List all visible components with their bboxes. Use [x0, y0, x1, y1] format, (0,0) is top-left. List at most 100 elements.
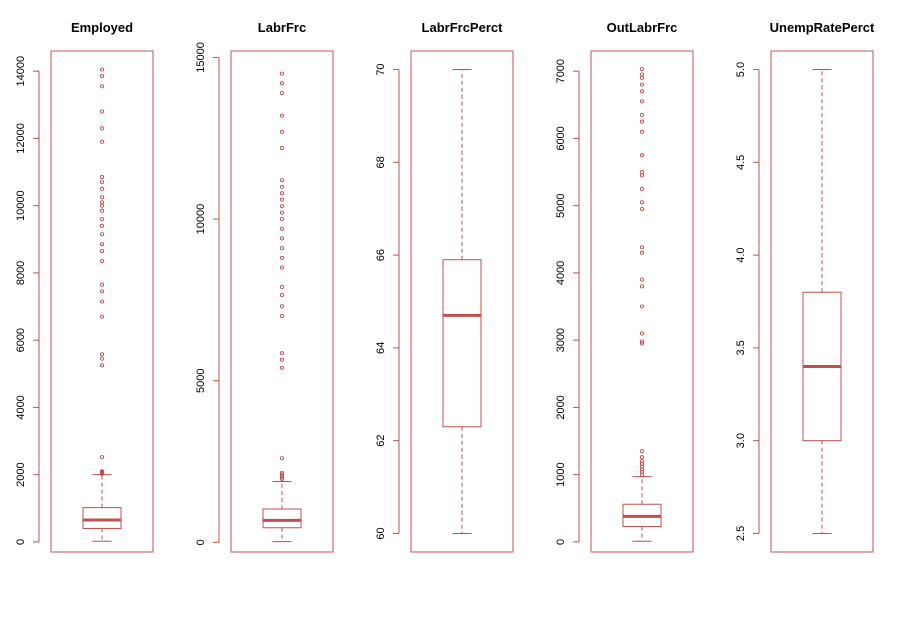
- outlier-point: [99, 208, 105, 213]
- outlier-point: [639, 467, 645, 472]
- outlier-point: [279, 470, 285, 475]
- outlier-point: [99, 352, 105, 357]
- outlier-point: [639, 472, 645, 477]
- y-tick-label: 4.5: [735, 155, 747, 170]
- y-tick-label: 7000: [555, 59, 567, 83]
- outlier-point: [99, 363, 105, 368]
- outlier-point: [279, 357, 285, 362]
- outlier-point: [99, 203, 105, 208]
- outlier-point: [639, 464, 645, 469]
- outlier-point: [99, 242, 105, 247]
- y-tick-label: 2.5: [735, 526, 747, 541]
- outlier-point: [99, 455, 105, 460]
- boxplot-panel-0: Employed 0 2000 4000 6000 8000 10000 12000 14000: [15, 20, 154, 553]
- panel-title: UnempRatePerct: [770, 20, 875, 35]
- outlier-point: [639, 304, 645, 309]
- outlier-point: [279, 204, 285, 209]
- iqr-box: [442, 259, 482, 428]
- outlier-point: [639, 173, 645, 178]
- outlier-point: [639, 82, 645, 87]
- y-tick-label: 68: [375, 156, 387, 168]
- y-tick-label: 1000: [555, 462, 567, 486]
- outlier-point: [279, 304, 285, 309]
- outlier-point: [639, 112, 645, 117]
- y-tick-label: 2000: [555, 395, 567, 419]
- boxplot-panel-1: LabrFrc 0 5000 10000 15000: [195, 20, 334, 553]
- outlier-point: [99, 74, 105, 79]
- plot-frame: [770, 50, 874, 553]
- panel-title: OutLabrFrc: [607, 20, 678, 35]
- outlier-point: [99, 249, 105, 254]
- outlier-point: [99, 356, 105, 361]
- outlier-point: [279, 191, 285, 196]
- outlier-point: [279, 90, 285, 96]
- y-tick-label: 5.0: [735, 62, 747, 77]
- outlier-point: [279, 292, 285, 298]
- y-tick-label: 3.5: [735, 340, 747, 355]
- outlier-point: [639, 250, 645, 255]
- outlier-point: [99, 139, 105, 144]
- y-tick-label: 3000: [555, 328, 567, 352]
- outlier-point: [639, 119, 645, 124]
- outlier-point: [639, 75, 645, 80]
- plot-frame: [230, 50, 334, 553]
- outlier-point: [279, 236, 285, 241]
- outlier-point: [99, 186, 105, 191]
- y-tick-label: 2000: [15, 462, 27, 486]
- y-tick-label: 10000: [15, 190, 27, 221]
- outlier-point: [639, 459, 645, 464]
- y-tick-label: 4000: [555, 261, 567, 285]
- outlier-point: [99, 217, 105, 222]
- outlier-point: [279, 456, 285, 461]
- y-tick-label: 8000: [15, 261, 27, 285]
- outlier-point: [99, 299, 105, 304]
- plot-frame: [50, 50, 154, 553]
- y-tick-label: 10000: [195, 204, 207, 235]
- outlier-point: [99, 175, 105, 180]
- outlier-point: [639, 67, 645, 72]
- panel-title: LabrFrc: [258, 20, 306, 35]
- outlier-point: [279, 246, 285, 251]
- outlier-point: [99, 195, 105, 200]
- outlier-point: [639, 277, 645, 282]
- panel-title: Employed: [71, 20, 133, 35]
- outlier-point: [279, 145, 285, 151]
- outlier-point: [639, 331, 645, 336]
- y-tick-label: 70: [375, 63, 387, 75]
- y-tick-label: 66: [375, 249, 387, 261]
- outlier-point: [639, 206, 645, 212]
- outlier-point: [279, 255, 285, 260]
- y-tick-label: 64: [375, 342, 387, 354]
- y-tick-label: 4000: [15, 395, 27, 419]
- outlier-point: [279, 313, 285, 319]
- outlier-point: [99, 223, 105, 228]
- y-tick-label: 5000: [195, 368, 207, 392]
- iqr-box: [82, 507, 122, 529]
- outlier-point: [99, 289, 105, 294]
- outlier-point: [279, 210, 285, 215]
- outlier-point: [639, 99, 645, 104]
- outlier-point: [639, 449, 645, 454]
- outlier-point: [639, 129, 645, 134]
- outlier-point: [279, 81, 285, 86]
- outlier-point: [99, 259, 105, 264]
- outlier-point: [279, 184, 285, 189]
- outlier-point: [279, 129, 285, 134]
- y-tick-label: 15000: [195, 42, 207, 73]
- outlier-point: [99, 314, 105, 319]
- outlier-point: [279, 71, 285, 76]
- outlier-point: [279, 197, 285, 202]
- plot-frame: [410, 50, 514, 553]
- outlier-point: [639, 341, 645, 346]
- outlier-point: [639, 89, 645, 94]
- outlier-point: [99, 67, 105, 72]
- y-tick-label: 3.0: [735, 433, 747, 448]
- outlier-point: [99, 126, 105, 131]
- outlier-point: [99, 282, 105, 287]
- outlier-point: [639, 186, 645, 191]
- y-tick-label: 0: [195, 539, 207, 545]
- outlier-point: [279, 226, 285, 231]
- y-tick-label: 14000: [15, 56, 27, 87]
